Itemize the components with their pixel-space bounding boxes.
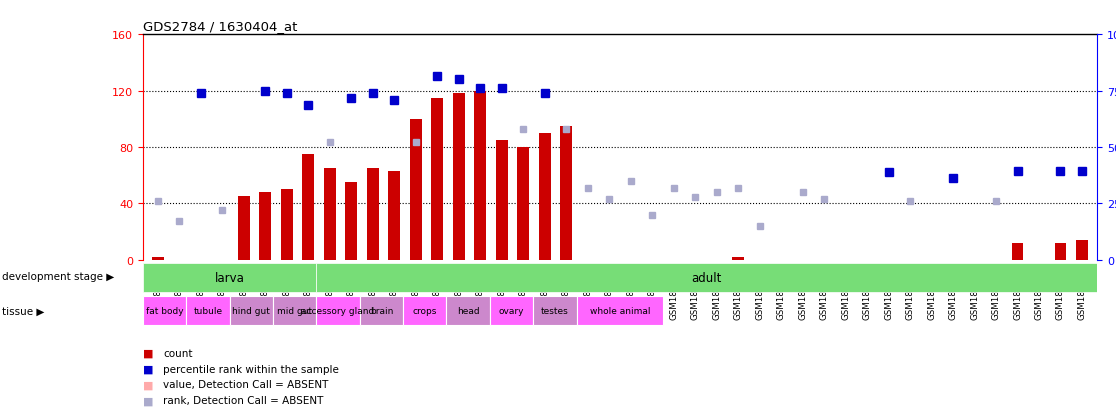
Text: whole animal: whole animal: [589, 306, 651, 315]
Text: brain: brain: [369, 306, 393, 315]
Text: tubule: tubule: [193, 306, 222, 315]
Text: ■: ■: [143, 395, 153, 405]
Text: accessory gland: accessory gland: [301, 306, 375, 315]
Text: ■: ■: [143, 364, 153, 374]
Text: rank, Detection Call = ABSENT: rank, Detection Call = ABSENT: [163, 395, 324, 405]
Text: larva: larva: [214, 271, 244, 284]
Bar: [496, 140, 508, 260]
Bar: [316, 263, 1097, 292]
Text: GDS2784 / 1630404_at: GDS2784 / 1630404_at: [143, 19, 297, 33]
Text: fat body: fat body: [146, 306, 183, 315]
Bar: [1055, 243, 1067, 260]
Bar: [453, 94, 464, 260]
Text: value, Detection Call = ABSENT: value, Detection Call = ABSENT: [163, 380, 328, 389]
Bar: [143, 263, 316, 292]
Text: crops: crops: [413, 306, 437, 315]
Bar: [732, 257, 744, 260]
Bar: [316, 296, 359, 325]
Bar: [474, 91, 487, 260]
Text: tissue ▶: tissue ▶: [2, 306, 45, 316]
Text: mid gut: mid gut: [277, 306, 312, 315]
Bar: [324, 169, 336, 260]
Bar: [273, 296, 316, 325]
Bar: [388, 171, 401, 260]
Bar: [230, 296, 273, 325]
Bar: [560, 126, 573, 260]
Bar: [518, 147, 529, 260]
Bar: [539, 133, 550, 260]
Bar: [152, 257, 164, 260]
Bar: [1011, 243, 1023, 260]
Bar: [143, 296, 186, 325]
Text: head: head: [456, 306, 480, 315]
Text: adult: adult: [692, 271, 722, 284]
Bar: [1076, 240, 1088, 260]
Bar: [410, 119, 422, 260]
Text: ■: ■: [143, 348, 153, 358]
Text: ovary: ovary: [499, 306, 525, 315]
Bar: [367, 169, 378, 260]
Bar: [432, 98, 443, 260]
Bar: [577, 296, 663, 325]
Text: hind gut: hind gut: [232, 306, 270, 315]
Text: count: count: [163, 348, 192, 358]
Text: ■: ■: [143, 380, 153, 389]
Bar: [302, 155, 315, 260]
Bar: [403, 296, 446, 325]
Bar: [186, 296, 230, 325]
Bar: [359, 296, 403, 325]
Bar: [533, 296, 577, 325]
Text: percentile rank within the sample: percentile rank within the sample: [163, 364, 339, 374]
Bar: [281, 190, 292, 260]
Text: development stage ▶: development stage ▶: [2, 272, 115, 282]
Text: testes: testes: [541, 306, 569, 315]
Bar: [238, 197, 250, 260]
Bar: [446, 296, 490, 325]
Bar: [345, 183, 357, 260]
Bar: [490, 296, 533, 325]
Bar: [259, 192, 271, 260]
